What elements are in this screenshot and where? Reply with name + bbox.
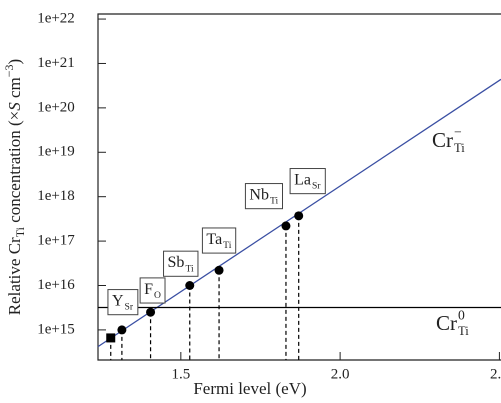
point-label-sub: Ti [223,240,232,251]
y-tick-label: 1e+22 [37,10,75,26]
y-axis-label: Relative CrTi concentration (×S cm−3) [2,59,27,315]
label-box [244,183,284,210]
line-label-sub: Ti [458,324,469,338]
y-axis-label-part: Relative Cr [5,237,24,315]
point-label: Sb Ti [163,250,199,277]
line-label: Cr Ti0 [436,308,469,339]
axis-frame [97,13,501,361]
point-label-base: La [294,172,311,189]
marker [294,211,304,221]
y-tick-label: 1e+17 [37,233,75,249]
line-label-sup: − [454,125,462,140]
marker [281,221,291,231]
label-box [289,168,326,195]
point-label-base: Ta [206,231,222,248]
y-tick-label: 1e+15 [37,321,75,337]
point-label: Nb Ti [244,183,284,210]
y-axis-label-part: concentration (× [5,111,24,227]
point-label-sub: Sr [312,181,321,192]
point-label-sub: Sr [125,302,134,313]
label-box [201,227,237,254]
point-label: La Sr [289,168,326,195]
point-label-sub: O [154,290,161,301]
x-tick-label: 1.5 [171,366,190,382]
point-label: Y Sr [107,289,139,316]
y-tick-label: 1e+21 [37,55,75,71]
point-label-sub: Ti [185,263,194,274]
y-tick-label: 1e+18 [37,188,75,204]
y-tick-label: 1e+16 [37,277,75,293]
x-tick-label: 2.5 [490,366,501,382]
y-axis-label-part: ) [5,59,24,65]
marker [146,307,156,317]
point-label: Ta Ti [201,227,237,254]
line-label-base: Cr [432,128,453,152]
point-label-base: Nb [249,187,269,204]
line-label: Cr Ti− [432,125,465,156]
point-label-base: Y [112,293,124,310]
y-axis-label-part: S [5,102,24,111]
line-label-base: Cr [436,311,457,335]
point-label-base: Sb [168,254,185,271]
marker [106,333,116,343]
marker [185,280,195,290]
y-axis-label-part: −3 [2,64,16,77]
y-axis-label-part: Ti [13,226,27,237]
marker [214,265,224,275]
point-label-base: F [144,281,153,298]
y-tick-label: 1e+19 [37,144,75,160]
point-label-sub: Ti [270,196,279,207]
label-box [107,289,139,316]
y-tick-label: 1e+20 [37,99,75,115]
marker [117,325,127,335]
label-box [163,250,199,277]
y-axis-label-part: cm [5,77,24,102]
line-label-sub: Ti [454,141,465,155]
label-box [139,277,166,304]
line-label-sup: 0 [458,308,465,323]
x-axis-label: Fermi level (eV) [193,379,306,398]
x-tick-label: 2.0 [331,366,350,382]
